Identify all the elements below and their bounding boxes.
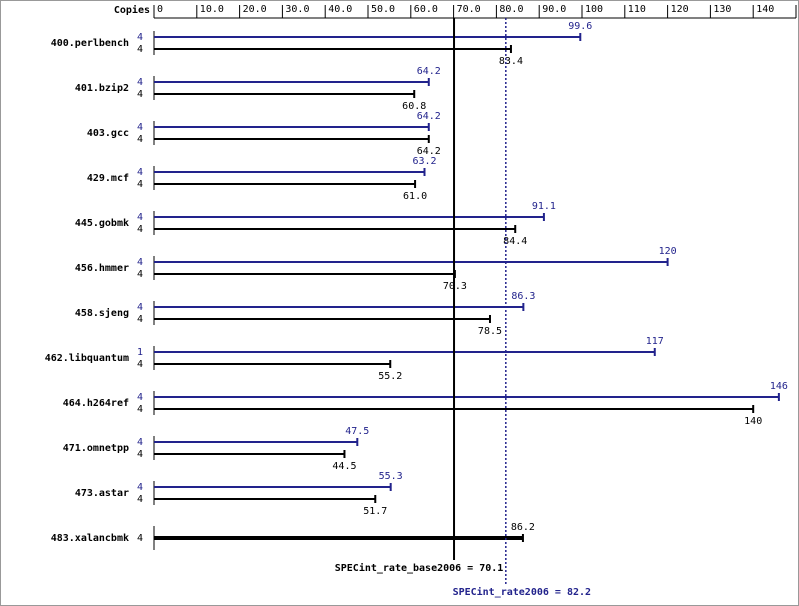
copies-label: 4 bbox=[137, 269, 143, 280]
x-tick-label: 110 bbox=[628, 4, 646, 15]
copies-label: 4 bbox=[137, 257, 143, 268]
value-label: 83.4 bbox=[499, 56, 523, 67]
value-label: 64.2 bbox=[417, 111, 441, 122]
x-tick-label: 60.0 bbox=[414, 4, 438, 15]
category-label: 471.omnetpp bbox=[63, 443, 129, 454]
value-label: 51.7 bbox=[363, 506, 387, 517]
category-label: 456.hmmer bbox=[75, 263, 129, 274]
copies-label: 4 bbox=[137, 44, 143, 55]
value-label: 63.2 bbox=[412, 156, 436, 167]
x-tick-label: 70.0 bbox=[457, 4, 481, 15]
copies-label: 4 bbox=[137, 77, 143, 88]
value-label: 84.4 bbox=[503, 236, 527, 247]
x-tick-label: 130 bbox=[713, 4, 731, 15]
copies-label: 4 bbox=[137, 224, 143, 235]
value-label: 55.3 bbox=[379, 471, 403, 482]
x-tick-label: 20.0 bbox=[243, 4, 267, 15]
x-tick-label: 10.0 bbox=[200, 4, 224, 15]
category-label: 401.bzip2 bbox=[75, 82, 129, 94]
reference-label: SPECint_rate_base2006 = 70.1 bbox=[335, 562, 504, 574]
category-label: 400.perlbench bbox=[51, 38, 129, 49]
copies-label: 1 bbox=[137, 347, 143, 358]
copies-label: 4 bbox=[137, 359, 143, 370]
x-tick-label: 40.0 bbox=[328, 4, 352, 15]
value-label: 60.8 bbox=[402, 101, 426, 112]
x-tick-label: 90.0 bbox=[542, 4, 566, 15]
copies-label: 4 bbox=[137, 314, 143, 325]
value-label: 140 bbox=[744, 416, 762, 427]
value-label: 64.2 bbox=[417, 146, 441, 157]
category-label: 458.sjeng bbox=[75, 307, 129, 319]
value-label: 47.5 bbox=[345, 426, 369, 437]
copies-label: 4 bbox=[137, 89, 143, 100]
copies-label: 4 bbox=[137, 134, 143, 145]
x-tick-label: 80.0 bbox=[499, 4, 523, 15]
copies-label: 4 bbox=[137, 404, 143, 415]
category-label: 462.libquantum bbox=[45, 352, 129, 364]
value-label: 86.2 bbox=[511, 522, 535, 533]
value-label: 99.6 bbox=[568, 21, 592, 32]
copies-label: 4 bbox=[137, 533, 143, 544]
value-label: 64.2 bbox=[417, 66, 441, 77]
value-label: 78.5 bbox=[478, 326, 502, 337]
copies-label: 4 bbox=[137, 32, 143, 43]
category-label: 483.xalancbmk bbox=[51, 533, 129, 544]
category-label: 473.astar bbox=[75, 488, 129, 499]
category-label: 445.gobmk bbox=[75, 218, 129, 229]
value-label: 55.2 bbox=[378, 371, 402, 382]
category-label: 464.h264ref bbox=[63, 398, 129, 409]
reference-label: SPECint_rate2006 = 82.2 bbox=[453, 586, 591, 598]
copies-label: 4 bbox=[137, 482, 143, 493]
x-tick-label: 50.0 bbox=[371, 4, 395, 15]
copies-label: 4 bbox=[137, 167, 143, 178]
category-label: 429.mcf bbox=[87, 173, 129, 184]
x-tick-label: 100 bbox=[585, 4, 603, 15]
value-label: 86.3 bbox=[511, 291, 535, 302]
copies-label: 4 bbox=[137, 179, 143, 190]
value-label: 91.1 bbox=[532, 201, 556, 212]
x-tick-label: 0 bbox=[157, 4, 163, 15]
value-label: 146 bbox=[770, 381, 788, 392]
category-label: 403.gcc bbox=[87, 128, 129, 139]
value-label: 117 bbox=[646, 336, 664, 347]
x-tick-label: 30.0 bbox=[285, 4, 309, 15]
value-label: 120 bbox=[659, 246, 677, 257]
copies-label: 4 bbox=[137, 122, 143, 133]
copies-label: 4 bbox=[137, 494, 143, 505]
value-label: 61.0 bbox=[403, 191, 427, 202]
value-label: 44.5 bbox=[332, 461, 356, 472]
copies-label: 4 bbox=[137, 302, 143, 313]
copies-label: 4 bbox=[137, 392, 143, 403]
copies-label: 4 bbox=[137, 437, 143, 448]
x-tick-label: 140 bbox=[756, 4, 774, 15]
axis-label: Copies bbox=[114, 4, 150, 16]
copies-label: 4 bbox=[137, 449, 143, 460]
copies-label: 4 bbox=[137, 212, 143, 223]
x-tick-label: 120 bbox=[671, 4, 689, 15]
